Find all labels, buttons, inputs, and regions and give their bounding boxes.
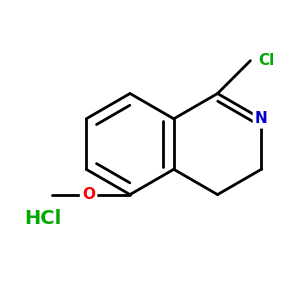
- Text: HCl: HCl: [24, 209, 62, 228]
- Text: O: O: [82, 187, 95, 202]
- Text: Cl: Cl: [258, 53, 274, 68]
- Text: N: N: [255, 111, 268, 126]
